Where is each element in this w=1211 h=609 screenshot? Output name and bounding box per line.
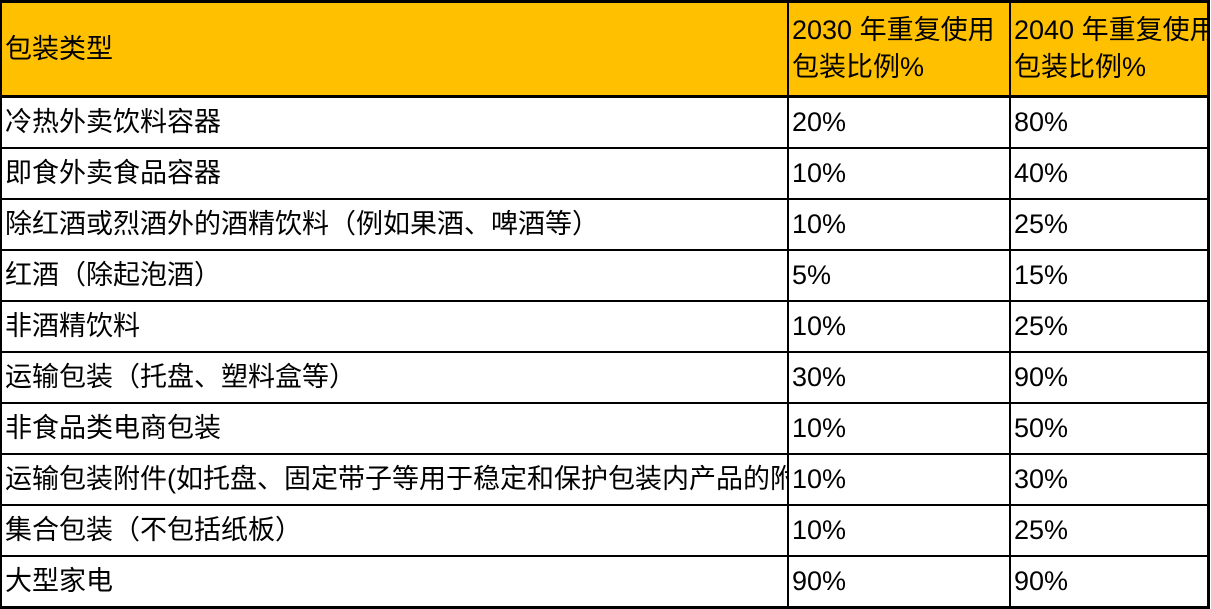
packaging-type-cell: 红酒（除起泡酒） — [0, 249, 789, 302]
rate-2040-cell: 25% — [1009, 504, 1209, 557]
rate-2040-cell: 25% — [1009, 300, 1209, 353]
rate-2030-cell: 10% — [787, 147, 1011, 200]
table-row: 冷热外卖饮料容器 20% 80% — [0, 95, 1209, 149]
header-packaging-type-label: 包装类型 — [5, 33, 113, 64]
table-header: 包装类型 2030 年重复使用 包装比例% 2040 年重复使用 包装比例% — [0, 0, 1209, 98]
rate-2040-cell: 80% — [1009, 95, 1209, 149]
rate-2040-cell: 15% — [1009, 249, 1209, 302]
table-body: 冷热外卖饮料容器 20% 80% 即食外卖食品容器 10% 40% 除红酒或烈酒… — [0, 95, 1209, 609]
table-row: 集合包装（不包括纸板） 10% 25% — [0, 504, 1209, 557]
rate-2040-cell: 50% — [1009, 402, 1209, 455]
table-row: 红酒（除起泡酒） 5% 15% — [0, 249, 1209, 302]
rate-2040-cell: 30% — [1009, 453, 1209, 506]
table-row: 运输包装附件(如托盘、固定带子等用于稳定和保护包装内产品的附件) 10% 30% — [0, 453, 1209, 506]
rate-2030-cell: 30% — [787, 351, 1011, 404]
header-row: 包装类型 2030 年重复使用 包装比例% 2040 年重复使用 包装比例% — [0, 0, 1209, 98]
packaging-type-cell: 除红酒或烈酒外的酒精饮料（例如果酒、啤酒等） — [0, 198, 789, 251]
rate-2030-cell: 10% — [787, 453, 1011, 506]
packaging-type-cell: 运输包装附件(如托盘、固定带子等用于稳定和保护包装内产品的附件) — [0, 453, 789, 506]
rate-2040-cell: 25% — [1009, 198, 1209, 251]
rate-2030-cell: 10% — [787, 402, 1011, 455]
table-row: 即食外卖食品容器 10% 40% — [0, 147, 1209, 200]
packaging-type-cell: 即食外卖食品容器 — [0, 147, 789, 200]
rate-2030-cell: 10% — [787, 504, 1011, 557]
header-2030-line1: 2030 年重复使用 — [792, 15, 995, 45]
table-row: 运输包装（托盘、塑料盒等） 30% 90% — [0, 351, 1209, 404]
rate-2030-cell: 20% — [787, 95, 1011, 149]
packaging-type-cell: 集合包装（不包括纸板） — [0, 504, 789, 557]
rate-2030-cell: 5% — [787, 249, 1011, 302]
header-packaging-type: 包装类型 — [0, 0, 789, 98]
header-2030-line2: 包装比例% — [792, 52, 925, 82]
table-row: 除红酒或烈酒外的酒精饮料（例如果酒、啤酒等） 10% 25% — [0, 198, 1209, 251]
packaging-type-cell: 运输包装（托盘、塑料盒等） — [0, 351, 789, 404]
header-2040-reuse-rate: 2040 年重复使用 包装比例% — [1009, 0, 1209, 98]
packaging-type-cell: 非酒精饮料 — [0, 300, 789, 353]
header-2040-line1: 2040 年重复使用 — [1014, 15, 1208, 45]
header-2030-reuse-rate: 2030 年重复使用 包装比例% — [787, 0, 1011, 98]
rate-2030-cell: 10% — [787, 198, 1011, 251]
rate-2030-cell: 10% — [787, 300, 1011, 353]
table-row: 非酒精饮料 10% 25% — [0, 300, 1209, 353]
rate-2040-cell: 90% — [1009, 351, 1209, 404]
packaging-type-cell: 冷热外卖饮料容器 — [0, 95, 789, 149]
packaging-type-cell: 非食品类电商包装 — [0, 402, 789, 455]
rate-2040-cell: 40% — [1009, 147, 1209, 200]
header-2040-line2: 包装比例% — [1014, 52, 1147, 82]
table-row: 非食品类电商包装 10% 50% — [0, 402, 1209, 455]
